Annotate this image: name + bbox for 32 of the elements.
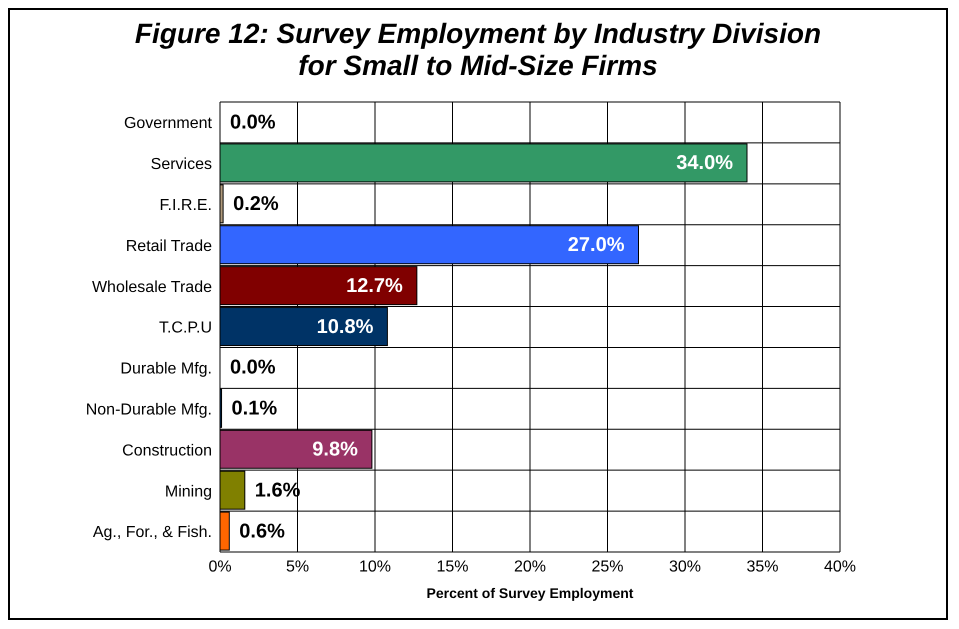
x-tick-label: 10% [358,558,392,576]
y-tick-label: F.I.R.E. [160,196,212,214]
y-tick-label: Government [124,115,213,132]
data-label: 9.8% [312,438,358,461]
y-tick-label: Services [150,156,212,174]
data-label: 0.6% [239,520,286,542]
y-tick-label: Durable Mfg. [120,360,212,378]
x-tick-label: 0% [208,558,232,576]
data-label: 10.8% [316,316,374,338]
x-tick-label: 15% [436,558,469,576]
data-label: 0.0% [230,111,276,134]
chart-title: Figure 12: Survey Employment by Industry Division for Small to Mid-Size Firms [134,18,822,82]
y-tick-label: Non-Durable Mfg. [86,402,212,418]
data-label: 0.2% [233,193,279,216]
y-tick-label: Ag., For., & Fish. [92,524,212,542]
x-tick-label: 5% [286,558,310,576]
x-tick-label: 40% [824,558,856,576]
y-tick-label: Mining [164,483,212,500]
y-tick-label: Retail Trade [126,238,212,255]
data-label: 27.0% [568,234,625,256]
data-label: 34.0% [676,152,734,174]
y-tick-label: Wholesale Trade [92,278,212,296]
x-tick-label: 30% [668,558,702,576]
x-tick-label: 35% [746,558,779,576]
data-label: 0.1% [232,398,278,420]
y-tick-label: Construction [122,442,212,460]
x-axis-title: Percent of Survey Employment [426,585,634,601]
data-label: 0.0% [230,356,276,379]
data-label: 12.7% [346,274,404,297]
y-tick-label: T.C.P.U [158,320,212,337]
x-tick-label: 20% [514,558,546,576]
x-tick-label: 25% [591,558,624,576]
